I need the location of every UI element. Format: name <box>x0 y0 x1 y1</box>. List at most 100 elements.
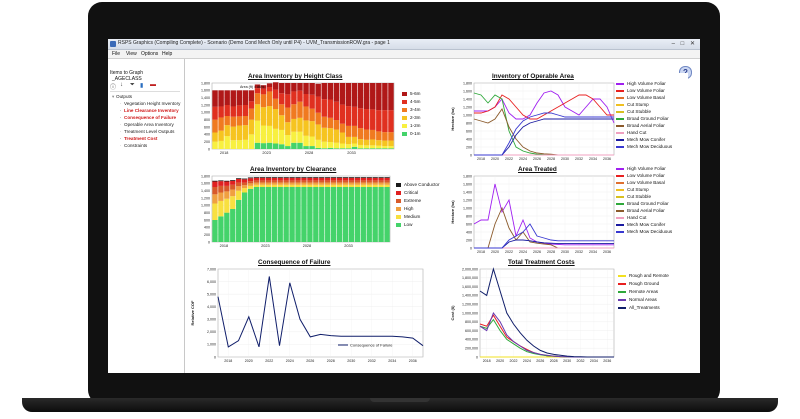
legend-label: Consequence of Failure <box>350 343 393 348</box>
legend-label: High Volume Foliar <box>627 166 666 171</box>
bar-segment <box>218 90 224 107</box>
bar-segment <box>384 184 390 187</box>
x-tick-label: 2018 <box>483 359 491 363</box>
tree-item[interactable]: · Operable Area Inventory <box>120 122 174 127</box>
y-tick-label: 1,600 <box>463 89 472 93</box>
y-tick-label: 600 <box>204 218 210 222</box>
bar-segment <box>265 184 272 187</box>
bar-segment <box>345 106 352 126</box>
legend-swatch <box>402 123 407 128</box>
bar-segment <box>242 139 249 149</box>
legend-item: Broad Ground Foliar <box>616 201 669 207</box>
series-line <box>479 267 614 358</box>
y-tick-label: 200 <box>204 233 210 237</box>
x-tick-label: 2034 <box>589 250 597 254</box>
y-tick-label: 200 <box>466 238 472 242</box>
bar-segment <box>336 177 343 181</box>
menu-options[interactable]: Options <box>141 51 159 57</box>
bar-segment <box>266 91 273 107</box>
bar-segment <box>248 90 255 102</box>
bar-segment <box>360 177 366 178</box>
bar-segment <box>272 128 279 144</box>
bar-segment <box>271 187 277 242</box>
bar-segment <box>313 177 319 181</box>
window-controls[interactable]: – □ ✕ <box>671 41 697 47</box>
tree-item[interactable]: ▾ Outputs <box>112 94 132 100</box>
costs-legend: Rough and Remote Rough Ground Remote Areas… <box>618 273 688 323</box>
bar-segment <box>212 181 218 187</box>
bar-segment <box>321 127 327 142</box>
bar-segment <box>283 177 289 181</box>
bar-segment <box>384 187 390 242</box>
filter-icon[interactable]: ⏷ <box>130 82 135 88</box>
series-line <box>474 94 614 120</box>
bar-segment <box>277 177 283 181</box>
bar-segment <box>279 115 285 130</box>
treated-chart-title: Area Treated <box>518 166 557 173</box>
bar-segment <box>285 107 291 123</box>
info-icon[interactable]: ⓘ <box>110 85 117 91</box>
tree-item[interactable]: · Treatment Level Outputs <box>120 129 174 134</box>
tree-item[interactable]: · Line Clearance Inventory <box>120 108 179 113</box>
bar-segment <box>236 186 242 191</box>
bar-segment <box>230 189 236 197</box>
x-tick-label: 2024 <box>286 359 294 363</box>
bar-segment <box>285 94 291 108</box>
bar-segment <box>333 148 340 149</box>
legend-label: Normal Areas <box>629 297 657 302</box>
bar-segment <box>327 128 334 143</box>
bar-segment <box>360 177 366 181</box>
bars-icon[interactable]: ▬ <box>150 82 156 88</box>
legend-label: Extreme <box>404 198 422 203</box>
tree-item-label: Consequence of Failure <box>124 115 177 120</box>
bar-segment <box>291 104 297 119</box>
tree-item[interactable]: · Treatment Cost <box>120 136 157 141</box>
legend-swatch <box>616 131 624 134</box>
bar-segment <box>291 118 297 132</box>
bar-segment <box>348 182 355 185</box>
y-tick-label: 200 <box>204 140 210 144</box>
legend-item: Normal Areas <box>618 297 657 303</box>
cof-legend: Consequence of Failure <box>338 343 393 348</box>
x-tick-label: 2036 <box>603 359 611 363</box>
bar-segment <box>357 148 364 149</box>
bar-segment <box>301 177 307 181</box>
y-tick-label: 600 <box>466 222 472 226</box>
legend-swatch <box>616 145 624 148</box>
bar-segment <box>345 125 352 137</box>
x-tick-label: 2024 <box>519 250 527 254</box>
tree-item[interactable]: · Constraints <box>120 143 147 148</box>
bar-segment <box>289 187 295 242</box>
tree-item[interactable]: · Consequence of Failure <box>120 115 176 120</box>
legend-label: Mech Mow Deciduous <box>627 144 673 149</box>
bar-segment <box>309 83 315 95</box>
menu-view[interactable]: View <box>126 51 137 57</box>
bar-segment <box>307 177 313 178</box>
bar-segment <box>247 177 254 179</box>
chart-icon[interactable]: ▮ <box>140 83 144 89</box>
bar-segment <box>372 184 378 187</box>
x-tick-label: 2020 <box>496 359 504 363</box>
bar-segment <box>254 88 261 94</box>
x-tick-label: 2020 <box>491 157 499 161</box>
bar-segment <box>272 98 279 110</box>
y-tick-label: 1,400 <box>201 96 210 100</box>
bar-segment <box>363 129 370 140</box>
bar-segment <box>241 192 248 242</box>
y-tick-label: 4,000 <box>207 305 216 309</box>
menu-help[interactable]: Help <box>162 51 173 57</box>
legend-swatch <box>618 282 626 285</box>
height-class-panel: Area Inventory by Height Class 0 200 400 60… <box>188 73 438 163</box>
bar-segment <box>230 196 236 209</box>
bar-segment <box>291 131 297 143</box>
menu-file[interactable]: File <box>112 51 121 57</box>
bar-segment <box>260 125 267 144</box>
y-tick-label: 1,400,000 <box>462 294 478 298</box>
legend-label: 5-6m <box>410 91 421 96</box>
bar-segment <box>297 83 303 91</box>
x-tick-label: 2028 <box>305 151 313 155</box>
app-window: RSPS Graphics (Compiling Complete) - Sce… <box>108 39 700 373</box>
tree-item[interactable]: · Vegetation Height Inventory <box>120 101 180 106</box>
bar-segment <box>212 203 218 220</box>
sort-icon[interactable]: ↓ <box>120 82 123 88</box>
